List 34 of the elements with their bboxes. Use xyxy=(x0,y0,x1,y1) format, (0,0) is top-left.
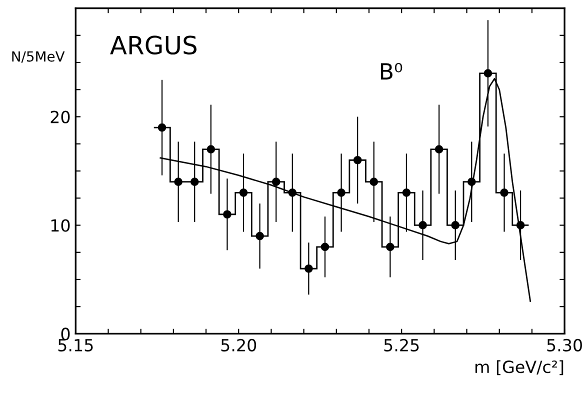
x-axis-title: m [GeV/c²] xyxy=(475,360,564,376)
point xyxy=(434,145,444,154)
point xyxy=(337,188,346,197)
annotation: B⁰ xyxy=(380,62,402,80)
point xyxy=(370,178,378,186)
point xyxy=(484,69,492,78)
x-tick-label: 5.30 xyxy=(547,338,582,352)
annotation: ARGUS xyxy=(110,36,196,55)
point xyxy=(320,242,330,252)
point xyxy=(353,156,362,164)
point xyxy=(402,188,411,197)
point xyxy=(256,232,264,240)
x-tick-label: 5.15 xyxy=(58,339,93,352)
point xyxy=(272,178,280,186)
point xyxy=(190,178,199,186)
point xyxy=(500,188,508,197)
y-tick-label: 20 xyxy=(50,110,70,124)
point xyxy=(516,221,525,230)
point xyxy=(288,188,297,197)
point xyxy=(418,221,427,230)
point xyxy=(158,123,166,132)
y-tick-label: 0 xyxy=(61,328,70,340)
point xyxy=(386,242,394,252)
point xyxy=(223,210,232,219)
point xyxy=(451,221,460,230)
x-tick-label: 5.20 xyxy=(221,338,256,352)
y-tick-label: 10 xyxy=(51,219,70,232)
point xyxy=(467,178,476,186)
point xyxy=(206,145,216,154)
x-tick-label: 5.25 xyxy=(384,338,419,352)
point xyxy=(304,264,313,273)
point xyxy=(239,188,248,197)
point xyxy=(174,178,182,186)
y-axis-title: N/5MeV xyxy=(12,51,65,63)
